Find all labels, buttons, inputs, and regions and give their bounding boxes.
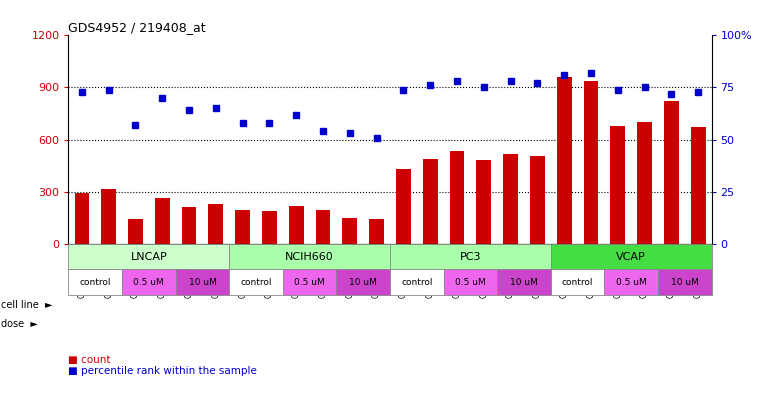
Bar bbox=[342, 218, 357, 244]
Text: PC3: PC3 bbox=[460, 252, 481, 261]
Bar bbox=[155, 198, 170, 244]
Bar bbox=[557, 77, 572, 244]
Bar bbox=[229, 244, 390, 269]
Bar bbox=[530, 156, 545, 244]
Bar bbox=[182, 208, 196, 244]
Bar bbox=[637, 122, 652, 244]
Text: control: control bbox=[240, 277, 272, 286]
Bar bbox=[209, 204, 223, 244]
Text: 0.5 uM: 0.5 uM bbox=[295, 277, 325, 286]
Text: control: control bbox=[401, 277, 432, 286]
Text: 10 uM: 10 uM bbox=[189, 277, 216, 286]
Bar bbox=[289, 206, 304, 244]
Bar bbox=[128, 219, 143, 244]
Bar bbox=[283, 269, 336, 295]
Bar bbox=[390, 244, 551, 269]
Bar bbox=[122, 269, 176, 295]
Bar bbox=[316, 210, 330, 244]
Bar bbox=[610, 126, 625, 244]
Bar bbox=[423, 159, 438, 244]
Bar bbox=[68, 244, 229, 269]
Text: ■ count: ■ count bbox=[68, 354, 111, 365]
Text: control: control bbox=[80, 277, 111, 286]
Bar bbox=[176, 269, 229, 295]
Text: control: control bbox=[562, 277, 594, 286]
Text: 10 uM: 10 uM bbox=[510, 277, 538, 286]
Bar bbox=[551, 269, 604, 295]
Bar bbox=[584, 81, 598, 244]
Bar bbox=[604, 269, 658, 295]
Bar bbox=[68, 269, 122, 295]
Bar bbox=[476, 160, 491, 244]
Bar bbox=[551, 244, 712, 269]
Text: VCAP: VCAP bbox=[616, 252, 646, 261]
Bar bbox=[235, 210, 250, 244]
Bar bbox=[664, 101, 679, 244]
Bar bbox=[503, 154, 518, 244]
Bar bbox=[369, 219, 384, 244]
Bar bbox=[691, 127, 705, 244]
Bar bbox=[101, 189, 116, 244]
Text: ■ percentile rank within the sample: ■ percentile rank within the sample bbox=[68, 366, 257, 376]
Text: GDS4952 / 219408_at: GDS4952 / 219408_at bbox=[68, 21, 206, 34]
Text: cell line  ►: cell line ► bbox=[1, 299, 53, 310]
Bar bbox=[75, 193, 89, 244]
Bar bbox=[262, 211, 277, 244]
Text: NCIH660: NCIH660 bbox=[285, 252, 334, 261]
Bar bbox=[450, 151, 464, 244]
Text: 10 uM: 10 uM bbox=[670, 277, 699, 286]
Bar bbox=[658, 269, 712, 295]
Text: 0.5 uM: 0.5 uM bbox=[455, 277, 486, 286]
Bar bbox=[444, 269, 497, 295]
Text: 0.5 uM: 0.5 uM bbox=[616, 277, 647, 286]
Text: dose  ►: dose ► bbox=[1, 319, 37, 329]
Bar bbox=[390, 269, 444, 295]
Bar bbox=[497, 269, 551, 295]
Text: 10 uM: 10 uM bbox=[349, 277, 377, 286]
Text: 0.5 uM: 0.5 uM bbox=[133, 277, 164, 286]
Bar bbox=[396, 169, 411, 244]
Bar bbox=[336, 269, 390, 295]
Bar bbox=[229, 269, 283, 295]
Text: LNCAP: LNCAP bbox=[130, 252, 167, 261]
